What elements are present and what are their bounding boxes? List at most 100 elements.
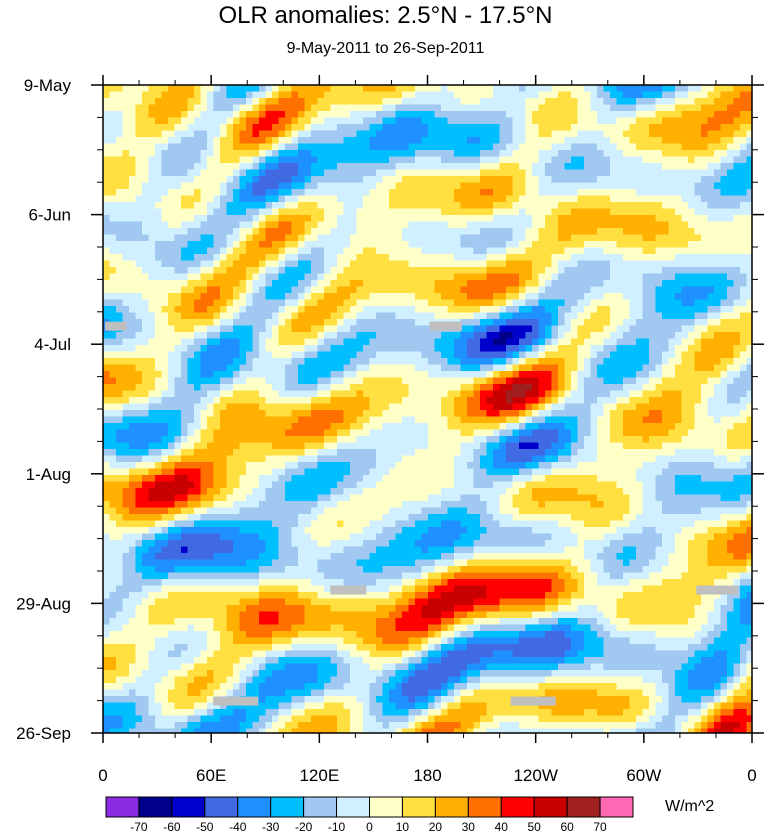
- field-cell: [363, 208, 371, 216]
- field-cell: [655, 234, 663, 242]
- field-cell: [532, 384, 540, 392]
- field-cell: [571, 351, 579, 359]
- field-cell: [467, 208, 475, 216]
- field-cell: [714, 215, 722, 223]
- field-cell: [668, 215, 676, 223]
- field-cell: [285, 241, 293, 249]
- field-cell: [512, 176, 520, 184]
- field-cell: [382, 286, 390, 294]
- field-cell: [181, 150, 189, 158]
- field-cell: [187, 260, 195, 268]
- field-cell: [376, 169, 384, 177]
- field-cell: [259, 260, 267, 268]
- field-cell: [519, 85, 527, 93]
- field-cell: [103, 143, 111, 151]
- field-cell: [239, 364, 247, 372]
- field-cell: [363, 299, 371, 307]
- field-cell: [317, 137, 325, 145]
- field-cell: [493, 150, 501, 158]
- field-cell: [265, 241, 273, 249]
- field-cell: [733, 390, 741, 398]
- field-cell: [642, 163, 650, 171]
- field-cell: [103, 176, 111, 184]
- field-cell: [220, 403, 228, 411]
- field-cell: [681, 325, 689, 333]
- field-cell: [538, 377, 546, 385]
- field-cell: [252, 325, 260, 333]
- field-cell: [103, 85, 111, 93]
- field-cell: [252, 85, 260, 93]
- field-cell: [239, 189, 247, 197]
- field-cell: [701, 280, 709, 288]
- field-cell: [473, 137, 481, 145]
- field-cell: [421, 312, 429, 320]
- field-cell: [603, 312, 611, 320]
- field-cell: [642, 156, 650, 164]
- field-cell: [493, 117, 501, 125]
- field-cell: [174, 163, 182, 171]
- field-cell: [675, 299, 683, 307]
- field-cell: [298, 358, 306, 366]
- field-cell: [304, 169, 312, 177]
- field-cell: [174, 169, 182, 177]
- field-cell: [187, 91, 195, 99]
- field-cell: [142, 377, 150, 385]
- field-cell: [486, 104, 494, 112]
- field-cell: [317, 403, 325, 411]
- field-cell: [155, 234, 163, 242]
- field-cell: [142, 104, 150, 112]
- field-cell: [252, 189, 260, 197]
- field-cell: [707, 195, 715, 203]
- field-cell: [460, 377, 468, 385]
- field-cell: [506, 228, 514, 236]
- field-cell: [512, 286, 520, 294]
- field-cell: [525, 189, 533, 197]
- field-cell: [480, 85, 488, 93]
- field-cell: [252, 371, 260, 379]
- field-cell: [428, 299, 436, 307]
- field-cell: [681, 273, 689, 281]
- field-cell: [356, 299, 364, 307]
- field-cell: [122, 397, 130, 405]
- field-cell: [330, 377, 338, 385]
- field-cell: [506, 312, 514, 320]
- field-cell: [116, 273, 124, 281]
- field-cell: [148, 137, 156, 145]
- field-cell: [103, 156, 111, 164]
- field-cell: [740, 384, 748, 392]
- field-cell: [584, 267, 592, 275]
- field-cell: [447, 189, 455, 197]
- field-cell: [460, 273, 468, 281]
- field-cell: [142, 98, 150, 106]
- field-cell: [642, 176, 650, 184]
- field-cell: [701, 137, 709, 145]
- field-cell: [681, 397, 689, 405]
- field-cell: [194, 358, 202, 366]
- field-cell: [376, 397, 384, 405]
- field-cell: [200, 306, 208, 314]
- field-cell: [733, 228, 741, 236]
- field-cell: [259, 306, 267, 314]
- field-cell: [571, 403, 579, 411]
- field-cell: [181, 228, 189, 236]
- field-cell: [668, 267, 676, 275]
- field-cell: [304, 228, 312, 236]
- field-cell: [272, 384, 280, 392]
- field-cell: [467, 124, 475, 132]
- field-cell: [733, 384, 741, 392]
- field-cell: [714, 202, 722, 210]
- field-cell: [337, 338, 345, 346]
- field-cell: [454, 124, 462, 132]
- field-cell: [148, 403, 156, 411]
- field-cell: [506, 137, 514, 145]
- field-cell: [350, 397, 358, 405]
- field-cell: [532, 143, 540, 151]
- field-cell: [447, 91, 455, 99]
- field-cell: [636, 338, 644, 346]
- field-cell: [311, 202, 319, 210]
- field-cell: [415, 104, 423, 112]
- field-cell: [200, 403, 208, 411]
- field-cell: [174, 345, 182, 353]
- field-cell: [181, 351, 189, 359]
- field-cell: [122, 182, 130, 190]
